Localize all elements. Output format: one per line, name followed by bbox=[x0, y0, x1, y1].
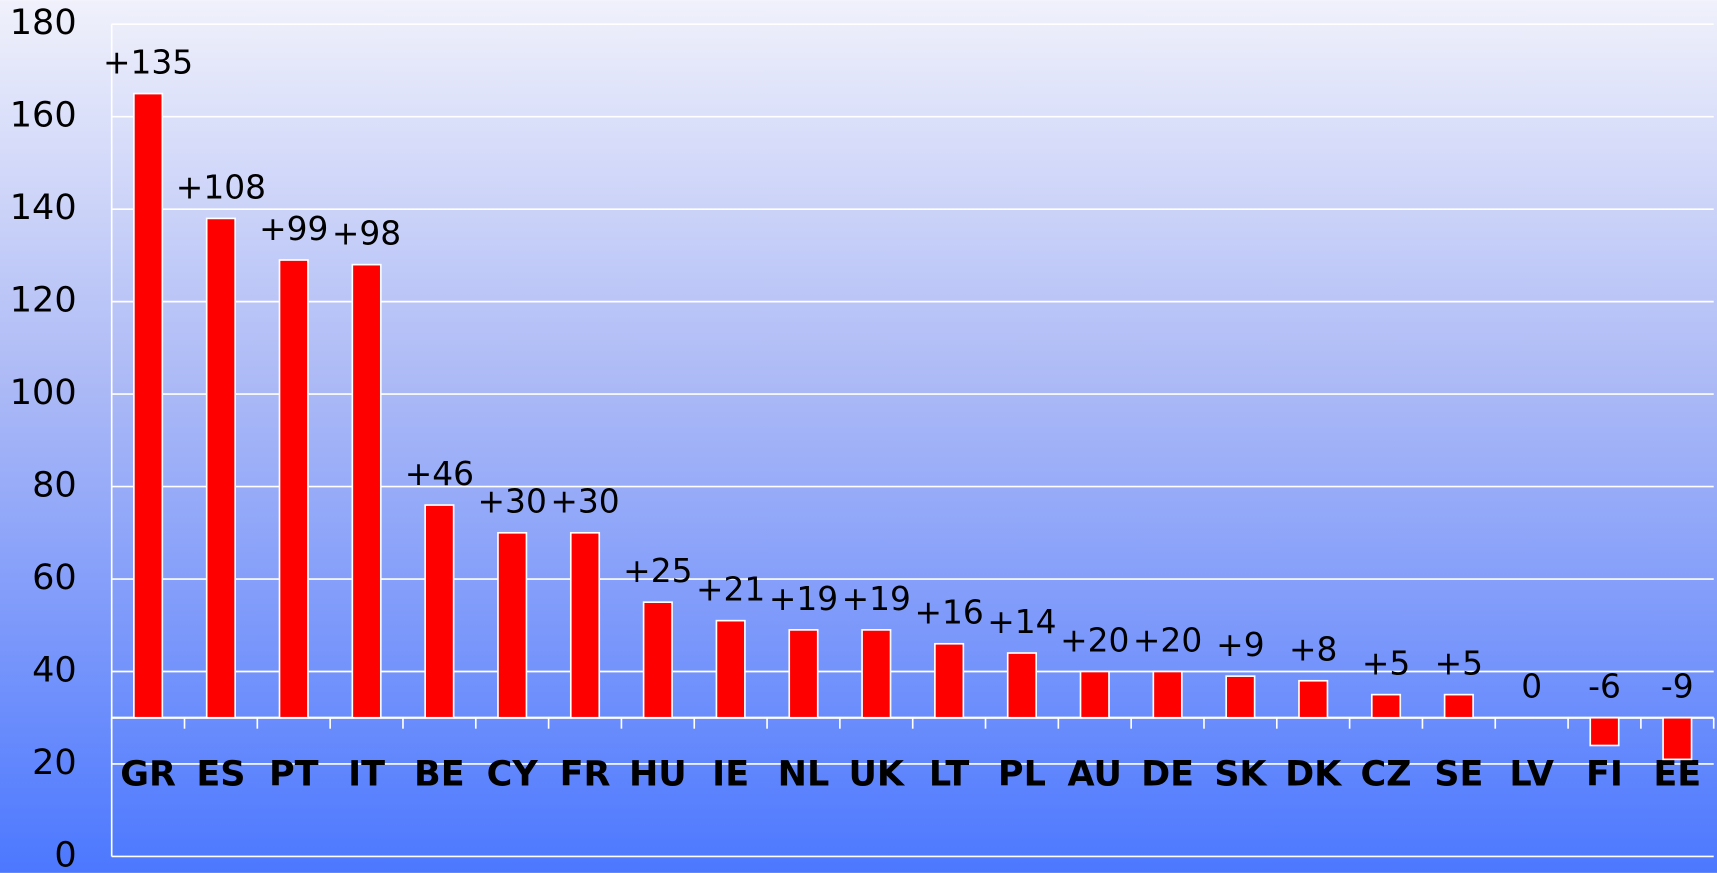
y-tick-label: 80 bbox=[32, 465, 77, 506]
x-tick-label: DE bbox=[1141, 753, 1194, 794]
annotation: +8 bbox=[1289, 631, 1337, 669]
y-tick-label: 140 bbox=[10, 187, 77, 228]
x-tick-label: SK bbox=[1214, 753, 1268, 794]
bar bbox=[1006, 652, 1037, 719]
x-tick-label: CZ bbox=[1360, 753, 1411, 794]
annotation: +19 bbox=[769, 580, 838, 618]
bar bbox=[861, 629, 892, 719]
bar bbox=[1370, 693, 1402, 719]
x-tick-label: DK bbox=[1285, 753, 1343, 794]
x-tick-label: LV bbox=[1509, 753, 1554, 794]
annotation: -9 bbox=[1661, 668, 1694, 706]
bar bbox=[1079, 670, 1110, 719]
bar bbox=[205, 217, 236, 719]
bar bbox=[1443, 693, 1474, 719]
bar bbox=[715, 619, 746, 719]
annotation: +16 bbox=[914, 594, 983, 632]
y-tick-label: 100 bbox=[10, 372, 77, 413]
x-tick-label: PT bbox=[269, 753, 319, 794]
annotation: +5 bbox=[1362, 645, 1410, 683]
x-tick-label: IT bbox=[348, 753, 385, 794]
annotation: +20 bbox=[1133, 621, 1202, 659]
bar bbox=[642, 601, 673, 719]
bar bbox=[569, 531, 601, 719]
annotation: +9 bbox=[1216, 626, 1264, 664]
bar bbox=[133, 92, 164, 719]
annotation: +99 bbox=[259, 210, 328, 248]
x-tick-label: FR bbox=[560, 753, 611, 794]
x-tick-label: GR bbox=[120, 753, 176, 794]
x-tick-label: AU bbox=[1068, 753, 1122, 794]
y-tick-label: 60 bbox=[32, 557, 77, 598]
x-tick-label: IE bbox=[712, 753, 749, 794]
y-tick-label: 0 bbox=[54, 834, 76, 873]
bar bbox=[788, 629, 819, 719]
annotation: +98 bbox=[332, 215, 401, 253]
x-tick-label: BE bbox=[414, 753, 465, 794]
annotation: +19 bbox=[842, 580, 911, 618]
bar bbox=[1225, 675, 1256, 719]
annotation: +46 bbox=[405, 455, 474, 493]
annotation: +108 bbox=[176, 168, 266, 206]
annotation: +25 bbox=[623, 552, 692, 590]
bar bbox=[934, 642, 965, 719]
x-tick-label: FI bbox=[1586, 753, 1623, 794]
annotation: +135 bbox=[103, 44, 193, 82]
x-tick-label: CY bbox=[487, 753, 539, 794]
bar bbox=[1152, 670, 1183, 719]
x-tick-label: EE bbox=[1653, 753, 1701, 794]
annotation: +21 bbox=[696, 571, 765, 609]
y-tick-label: 120 bbox=[10, 280, 77, 321]
annotation: +14 bbox=[987, 603, 1056, 641]
y-tick-label: 160 bbox=[10, 95, 77, 136]
y-tick-label: 20 bbox=[32, 742, 77, 783]
x-tick-label: PL bbox=[998, 753, 1046, 794]
annotation: +5 bbox=[1435, 645, 1483, 683]
bar bbox=[1298, 679, 1329, 719]
bar bbox=[497, 531, 528, 719]
x-tick-label: HU bbox=[629, 753, 687, 794]
x-tick-label: SE bbox=[1434, 753, 1483, 794]
x-tick-label: UK bbox=[848, 753, 905, 794]
y-tick-label: 40 bbox=[32, 650, 77, 691]
x-tick-label: NL bbox=[778, 753, 830, 794]
annotation: +30 bbox=[478, 483, 547, 521]
bar bbox=[1662, 716, 1693, 761]
x-tick-label: LT bbox=[929, 753, 970, 794]
annotation: -6 bbox=[1588, 668, 1621, 706]
y-tick-label: 180 bbox=[10, 2, 77, 43]
annotation: 0 bbox=[1521, 668, 1542, 706]
bar bbox=[351, 263, 382, 719]
annotation: +30 bbox=[550, 483, 619, 521]
bar bbox=[424, 504, 455, 719]
annotation: +20 bbox=[1060, 621, 1129, 659]
x-tick-label: ES bbox=[196, 753, 245, 794]
bar bbox=[278, 259, 309, 719]
bar bbox=[1589, 716, 1620, 747]
